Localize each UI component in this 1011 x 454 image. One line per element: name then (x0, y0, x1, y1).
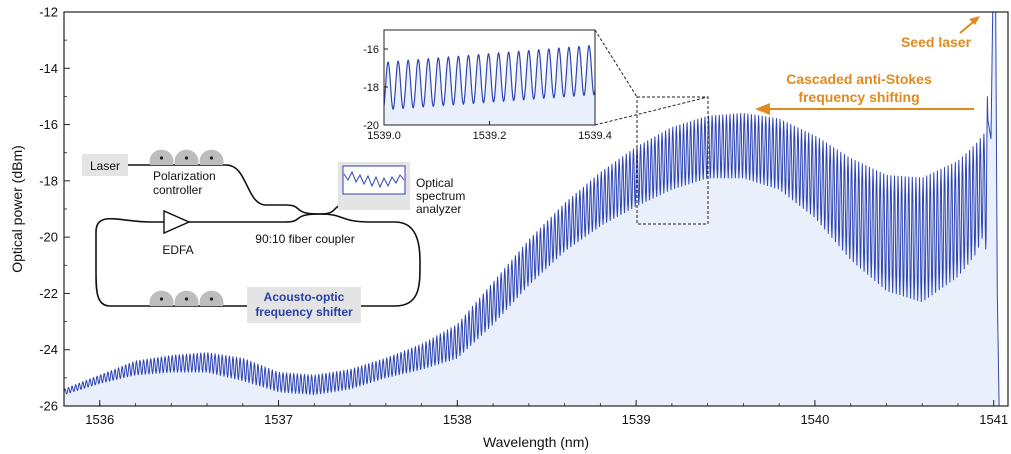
inset-fill (384, 45, 595, 126)
x-tick-label: 1536 (85, 412, 114, 427)
x-tick-label: 1538 (443, 412, 472, 427)
y-tick-label: -26 (39, 399, 58, 414)
laser-box (82, 154, 128, 176)
x-tick-label: 1541 (979, 412, 1008, 427)
seed-laser-arrow (959, 16, 980, 34)
aofs-label-line2: frequency shifter (255, 305, 353, 319)
inset-x-axis: 1539.0 1539.2 1539.4 (367, 121, 612, 142)
spectrum-fill (64, 12, 1000, 406)
polarization-label-line1: Polarization (153, 169, 216, 183)
aofs-box (247, 287, 361, 323)
inset-chart: 1539.0 1539.2 1539.4 -16 -18 -20 (363, 29, 612, 142)
y-tick-label: -14 (39, 61, 58, 76)
y-tick-label: -12 (39, 5, 58, 20)
inset-line (383, 44, 596, 111)
setup-diagram: Laser Polarization controller EDFA 90:10… (82, 149, 465, 323)
inset-y-axis: -16 -18 -20 (363, 44, 388, 132)
spectrum-line (63, 11, 1000, 407)
y-axis-title: Optical power (dBm) (9, 145, 25, 273)
x-tick-label: 1537 (264, 412, 293, 427)
coupler-label: 90:10 fiber coupler (255, 232, 354, 246)
edfa-label: EDFA (162, 243, 193, 257)
edfa-amplifier-icon (163, 209, 191, 235)
zoom-connector-top (594, 29, 638, 98)
inset-y-tick-label: -20 (363, 120, 379, 132)
osa-label-line1: Optical (416, 176, 453, 190)
frequency-shifter-icon (149, 290, 224, 306)
polarization-label-line2: controller (153, 183, 202, 197)
osa-label-line2: spectrum (416, 189, 465, 203)
inset-x-tick-label: 1539.4 (578, 130, 612, 142)
x-axis: 1536 1537 1538 1539 1540 1541 (85, 400, 1008, 427)
seed-laser-label: Seed laser (901, 34, 972, 50)
polarization-controller-icon (149, 149, 224, 165)
x-tick-label: 1540 (800, 412, 829, 427)
y-tick-label: -24 (39, 342, 58, 357)
spectrum-series (63, 11, 1000, 407)
osa-screen-trace (343, 170, 405, 189)
inset-x-tick-label: 1539.0 (367, 130, 401, 142)
inset-y-tick-label: -16 (363, 44, 379, 56)
y-tick-label: -20 (39, 230, 58, 245)
y-tick-label: -16 (39, 117, 58, 132)
cascade-label-line2: frequency shifting (798, 89, 919, 105)
cascade-label-line1: Cascaded anti-Stokes (786, 71, 932, 87)
inset-x-tick-label: 1539.2 (473, 130, 507, 142)
inset-y-tick-label: -18 (363, 82, 379, 94)
zoom-region-box (636, 96, 709, 225)
y-axis: -12 -14 -16 -18 -20 -22 -24 -26 (39, 5, 70, 414)
y-tick-label: -22 (39, 286, 58, 301)
inset-series (383, 44, 596, 126)
osa-label-line3: analyzer (416, 202, 461, 216)
x-axis-title: Wavelength (nm) (483, 434, 589, 450)
cascade-arrow (755, 103, 974, 115)
laser-label: Laser (90, 159, 120, 173)
x-tick-label: 1539 (622, 412, 651, 427)
y-tick-label: -18 (39, 173, 58, 188)
aofs-label-line1: Acousto-optic (264, 290, 345, 304)
zoom-connector-bottom (594, 96, 709, 126)
